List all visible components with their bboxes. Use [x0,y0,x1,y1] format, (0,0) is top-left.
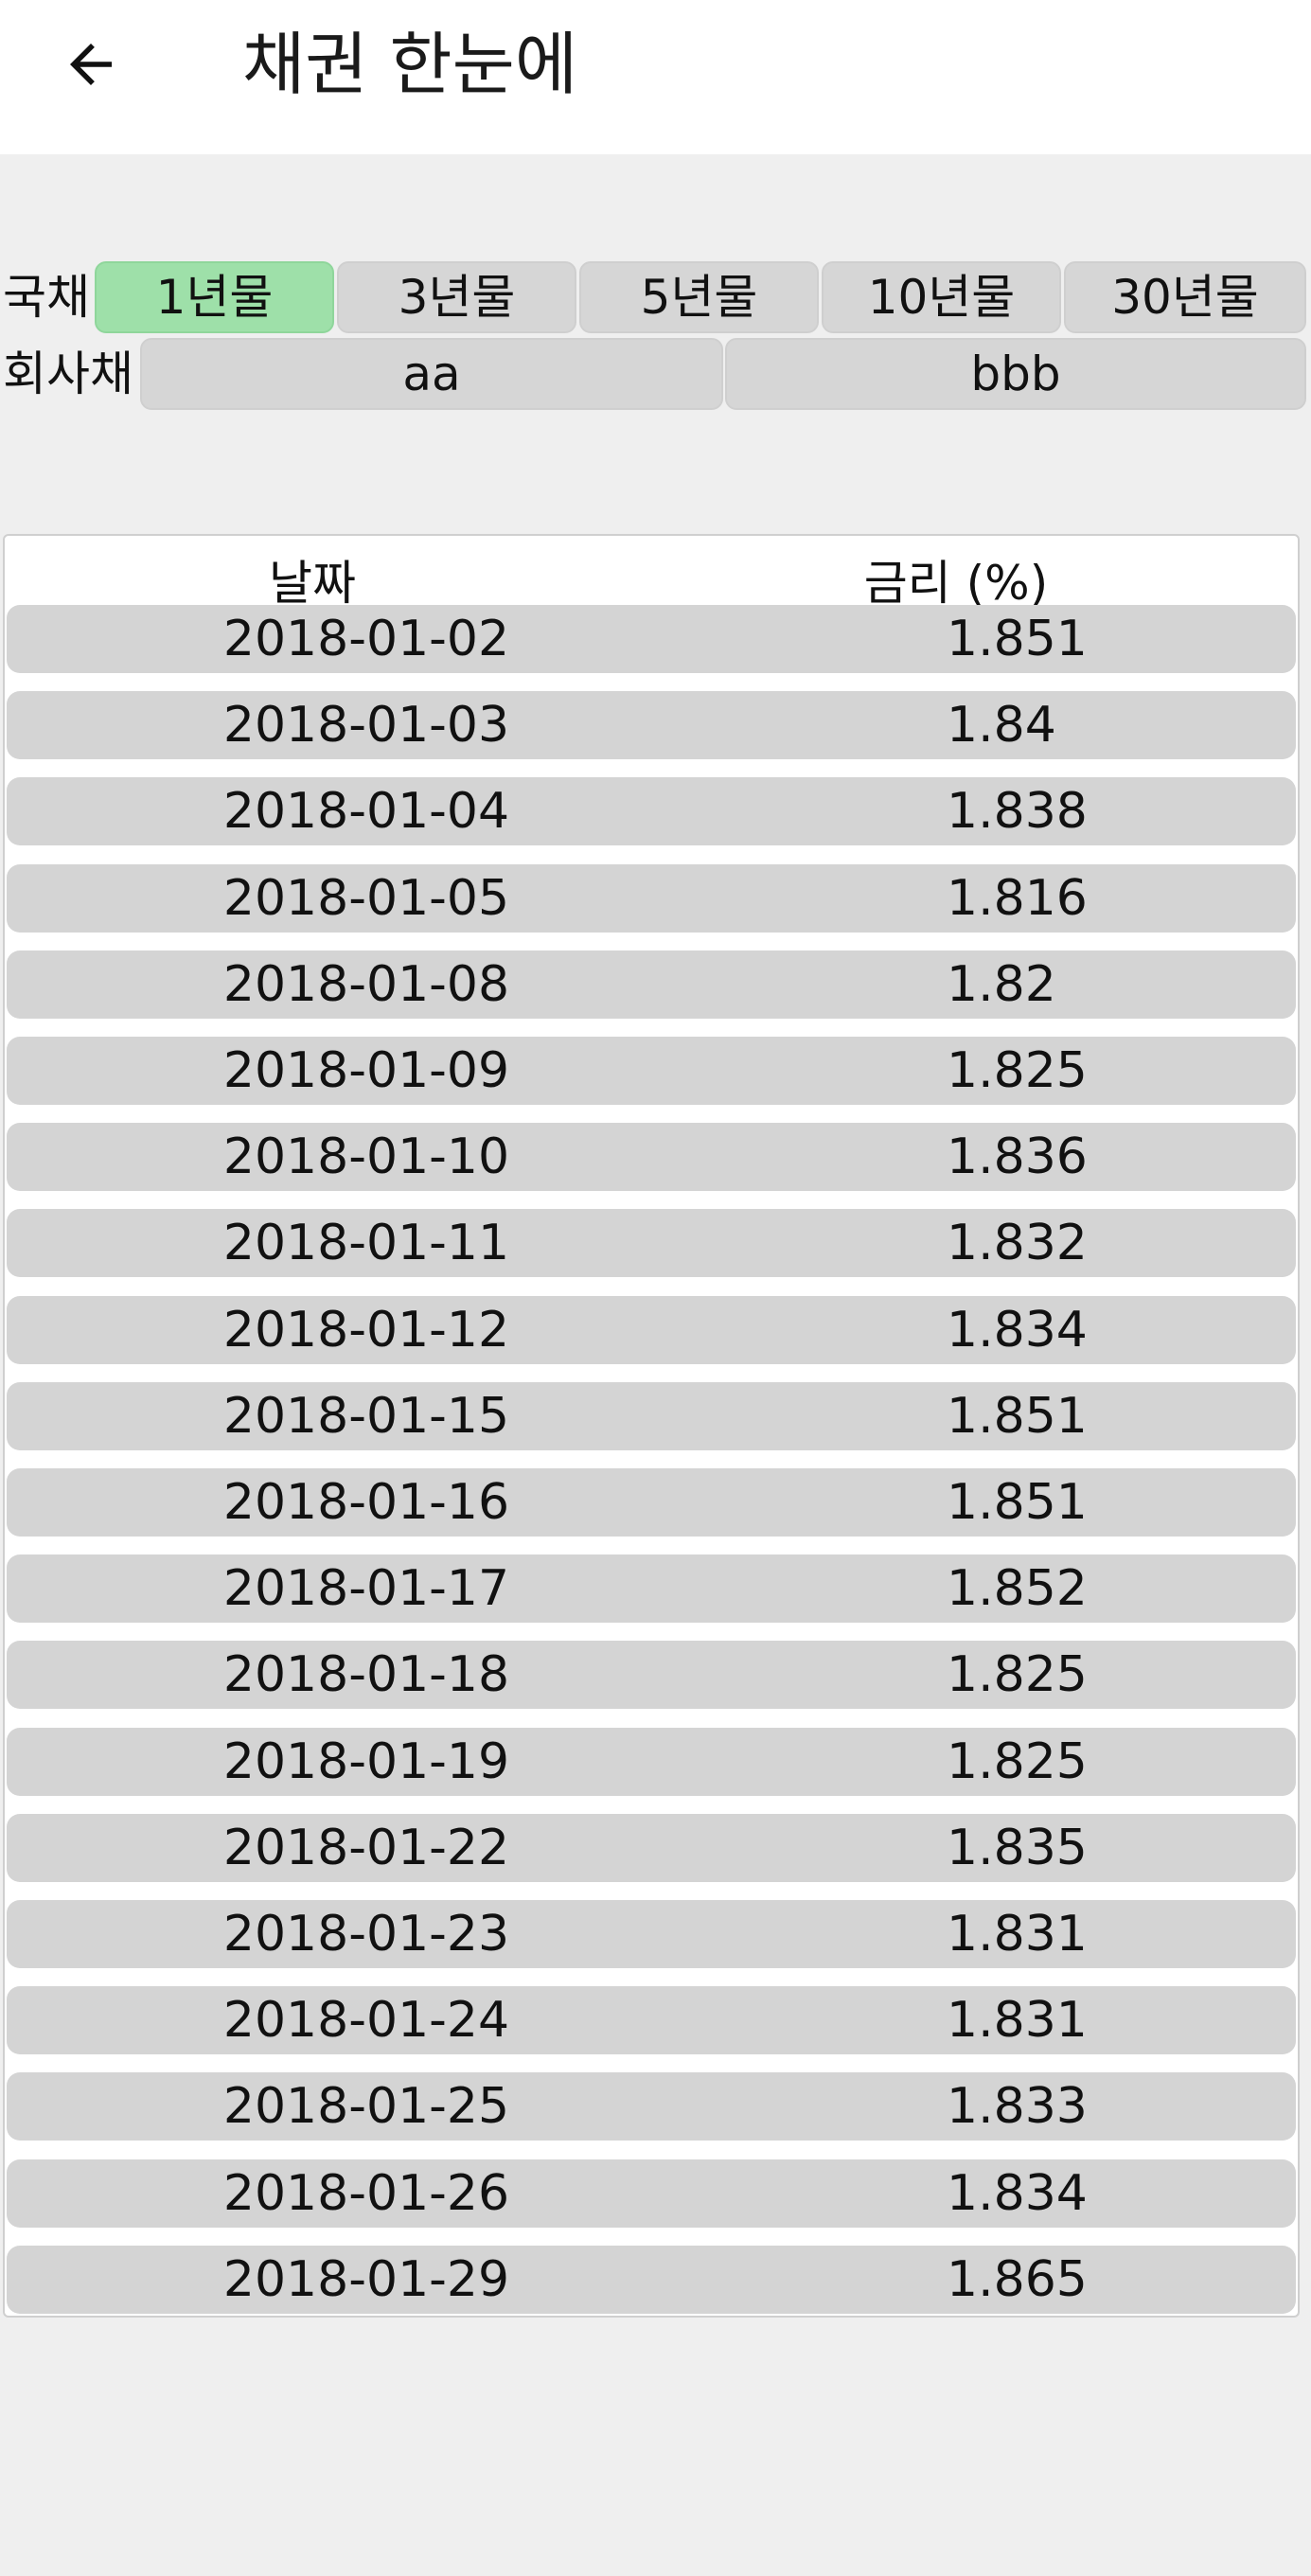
gov-option-10y[interactable]: 10년물 [822,261,1061,333]
gov-option-1y[interactable]: 1년물 [95,261,334,333]
cell-rate: 1.834 [947,2164,1088,2222]
corp-option-aa[interactable]: aa [140,338,723,410]
cell-date: 2018-01-29 [222,2250,510,2308]
cell-rate: 1.834 [947,1301,1088,1359]
cell-date: 2018-01-08 [222,955,510,1013]
cell-date: 2018-01-22 [222,1819,510,1876]
cell-rate: 1.831 [947,1992,1088,2050]
app-bar: 채권 한눈에 [0,0,1311,154]
page-title: 채권 한눈에 [242,25,578,104]
table-row[interactable]: 2018-01-09 1.825 [7,1037,1296,1105]
table-row[interactable]: 2018-01-24 1.831 [7,1986,1296,2055]
cell-rate: 1.836 [947,1128,1088,1186]
corp-option-bbb[interactable]: bbb [725,338,1306,410]
table-row[interactable]: 2018-01-04 1.838 [7,777,1296,846]
table-row[interactable]: 2018-01-26 1.834 [7,2159,1296,2228]
table-row[interactable]: 2018-01-05 1.816 [7,863,1296,933]
main-content: 국채 1년물 3년물 5년물 10년물 30년물 회사채 aa bbb 날짜 금… [0,154,1311,2521]
cell-rate: 1.852 [947,1560,1088,1618]
cell-rate: 1.831 [947,1906,1088,1963]
cell-rate: 1.825 [947,1042,1088,1099]
cell-rate: 1.851 [947,1387,1088,1445]
table-row[interactable]: 2018-01-03 1.84 [7,691,1296,760]
arrow-left-icon [70,44,112,85]
cell-date: 2018-01-02 [222,611,510,667]
cell-rate: 1.832 [947,1215,1088,1272]
table-row[interactable]: 2018-01-10 1.836 [7,1123,1296,1192]
cell-date: 2018-01-15 [222,1387,510,1445]
table-row[interactable]: 2018-01-12 1.834 [7,1295,1296,1364]
table-row[interactable]: 2018-01-29 1.865 [7,2245,1296,2314]
table-header: 날짜 금리 (%) [5,536,1298,612]
cell-date: 2018-01-16 [222,1474,510,1531]
cell-rate: 1.825 [947,1732,1088,1790]
cell-date: 2018-01-18 [222,1646,510,1704]
cell-date: 2018-01-25 [222,2078,510,2136]
back-button[interactable] [49,23,133,106]
column-header-rate: 금리 (%) [863,556,1049,611]
rate-table: 날짜 금리 (%) 2018-01-02 1.851 2018-01-03 1.84 2… [3,534,1300,2318]
cell-date: 2018-01-05 [222,869,510,927]
cell-date: 2018-01-11 [222,1215,510,1272]
cell-rate: 1.816 [947,869,1088,927]
table-row[interactable]: 2018-01-25 1.833 [7,2072,1296,2141]
cell-rate: 1.838 [947,783,1088,841]
gov-option-5y[interactable]: 5년물 [579,261,819,333]
gov-option-30y[interactable]: 30년물 [1064,261,1306,333]
gov-option-3y[interactable]: 3년물 [337,261,576,333]
table-row[interactable]: 2018-01-18 1.825 [7,1641,1296,1710]
cell-date: 2018-01-04 [222,783,510,841]
cell-date: 2018-01-23 [222,1906,510,1963]
corp-bond-label: 회사채 [3,346,133,401]
table-row[interactable]: 2018-01-02 1.851 [7,605,1296,673]
cell-rate: 1.82 [947,955,1056,1013]
cell-rate: 1.851 [947,1474,1088,1531]
cell-date: 2018-01-26 [222,2164,510,2222]
cell-date: 2018-01-03 [222,697,510,755]
table-row[interactable]: 2018-01-19 1.825 [7,1727,1296,1796]
table-row[interactable]: 2018-01-16 1.851 [7,1468,1296,1537]
cell-rate: 1.851 [947,611,1088,667]
cell-rate: 1.835 [947,1819,1088,1876]
table-row[interactable]: 2018-01-11 1.832 [7,1209,1296,1278]
cell-rate: 1.865 [947,2250,1088,2308]
cell-date: 2018-01-24 [222,1992,510,2050]
table-row[interactable]: 2018-01-08 1.82 [7,950,1296,1019]
cell-rate: 1.825 [947,1646,1088,1704]
cell-rate: 1.833 [947,2078,1088,2136]
cell-date: 2018-01-12 [222,1301,510,1359]
table-row[interactable]: 2018-01-22 1.835 [7,1813,1296,1882]
cell-rate: 1.84 [947,697,1056,755]
table-row[interactable]: 2018-01-23 1.831 [7,1900,1296,1968]
table-row[interactable]: 2018-01-17 1.852 [7,1554,1296,1624]
cell-date: 2018-01-10 [222,1128,510,1186]
cell-date: 2018-01-19 [222,1732,510,1790]
gov-bond-label: 국채 [3,270,90,325]
column-header-date: 날짜 [269,556,356,611]
cell-date: 2018-01-09 [222,1042,510,1099]
table-row[interactable]: 2018-01-15 1.851 [7,1381,1296,1450]
cell-date: 2018-01-17 [222,1560,510,1618]
